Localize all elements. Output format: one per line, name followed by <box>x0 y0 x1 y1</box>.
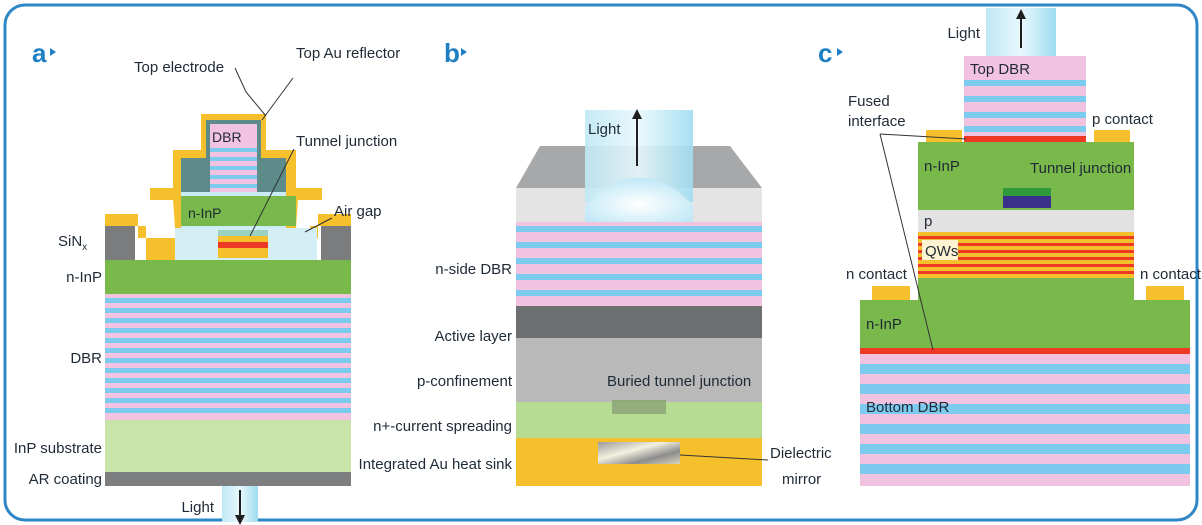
label-top-electrode: Top electrode <box>134 59 224 76</box>
n-contact-left <box>872 286 910 300</box>
fused-interface-bottom <box>860 348 1190 354</box>
label-active-layer: Active layer <box>434 328 512 345</box>
label-mirror: mirror <box>782 471 821 488</box>
label-qws: QWs <box>925 243 958 260</box>
leader-fused-bottom <box>879 133 934 351</box>
lens-b <box>585 177 693 222</box>
tj-purple-c <box>1003 196 1051 208</box>
tj-yellow-1 <box>218 236 268 242</box>
n-contact-right <box>1146 286 1184 300</box>
gold-contact-left <box>105 214 175 260</box>
label-n-contact-right: n contact <box>1140 266 1202 283</box>
label-dbr-top: DBR <box>212 129 242 145</box>
label-sinx: SiNx <box>58 233 87 253</box>
label-top-au-reflector: Top Au reflector <box>296 45 400 62</box>
p-contact-left <box>926 130 962 142</box>
label-light-c: Light <box>947 25 980 42</box>
panel-a-letter: a <box>32 38 47 68</box>
buried-tj-inner <box>612 402 666 414</box>
n-spacer-c <box>918 278 1134 300</box>
label-n-inp-c: n-InP <box>866 316 902 333</box>
p-layer-c <box>918 210 1134 232</box>
label-n-inp-top-c: n-InP <box>924 158 960 175</box>
tj-green-c <box>1003 188 1051 196</box>
label-inp-substrate: InP substrate <box>14 440 102 457</box>
dbr-stack-a <box>105 294 351 420</box>
n-inp-layer-a <box>105 260 351 294</box>
label-light-a: Light <box>181 499 214 516</box>
p-confinement-b <box>516 338 762 402</box>
tunnel-junction-a <box>218 230 268 236</box>
label-n-contact-left: n contact <box>846 266 908 283</box>
label-p-contact: p contact <box>1092 111 1154 128</box>
p-contact-right <box>1094 130 1130 142</box>
n-inp-mesa <box>181 196 296 226</box>
leader-fused-top <box>879 133 967 140</box>
sinx-right <box>321 226 351 260</box>
label-p-confinement: p-confinement <box>417 373 513 390</box>
label-n-side-dbr: n-side DBR <box>435 261 512 278</box>
label-ar-coating: AR coating <box>29 471 102 488</box>
fused-interface-top <box>964 136 1086 142</box>
label-light-b: Light <box>588 121 621 138</box>
n-inp-bottom-c <box>860 300 1190 348</box>
label-top-dbr: Top DBR <box>970 61 1030 78</box>
mesa-dbr <box>210 124 257 192</box>
label-dbr-a: DBR <box>70 350 102 367</box>
label-n-current-spreading: n+-current spreading <box>373 418 512 435</box>
panel-a-letter-marker <box>50 48 56 56</box>
panel-b-letter: b <box>444 38 460 68</box>
panel-a: a <box>14 38 400 525</box>
label-tunnel-junction-c: Tunnel junction <box>1030 160 1131 177</box>
leader-air-gap <box>304 217 333 233</box>
inp-substrate-a <box>105 420 351 472</box>
active-layer-b <box>516 306 762 338</box>
leader-au-reflector <box>261 77 294 121</box>
label-air-gap: Air gap <box>334 203 382 220</box>
tj-yellow-2 <box>218 248 268 258</box>
bottom-dbr-c <box>860 354 1190 486</box>
n-side-dbr-b <box>516 222 762 306</box>
dielectric-mirror-b <box>598 442 680 464</box>
label-dielectric: Dielectric <box>770 445 832 462</box>
label-heat-sink: Integrated Au heat sink <box>359 456 513 473</box>
top-dbr-c <box>964 56 1086 136</box>
panel-b-letter-marker <box>461 48 467 56</box>
leader-tunnel-junction <box>249 148 295 237</box>
panel-c-letter-marker <box>837 48 843 56</box>
panel-c: c <box>818 8 1202 486</box>
label-n-inp-a: n-InP <box>66 269 102 286</box>
label-interface: interface <box>848 113 906 130</box>
leader-dielectric <box>679 454 769 461</box>
panel-c-letter: c <box>818 38 832 68</box>
label-tunnel-junction-a: Tunnel junction <box>296 133 397 150</box>
sinx-left <box>105 226 135 260</box>
label-p: p <box>924 213 932 230</box>
label-n-inp-mesa: n-InP <box>188 205 221 221</box>
label-bottom-dbr: Bottom DBR <box>866 399 950 416</box>
label-buried-tj: Buried tunnel junction <box>607 373 751 390</box>
ar-coating-a <box>105 472 351 486</box>
panel-b: b Light n-side DBR Active layer <box>359 38 833 488</box>
qws-c <box>918 232 1134 278</box>
leader-top-electrode <box>234 67 267 117</box>
label-fused: Fused <box>848 93 890 110</box>
tj-red <box>218 242 268 248</box>
